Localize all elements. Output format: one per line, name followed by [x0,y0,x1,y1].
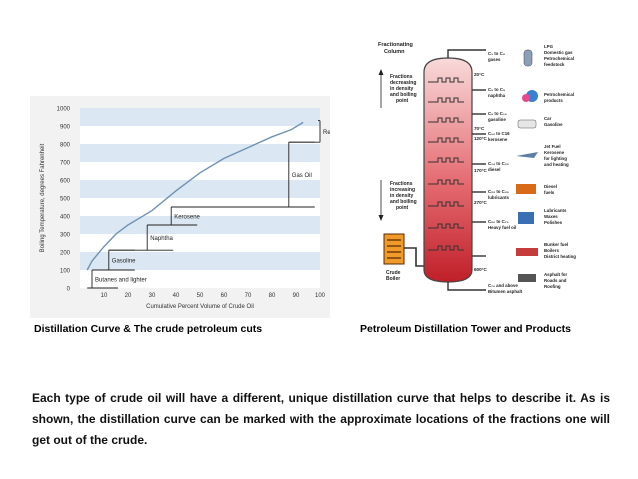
product-7: Bunker fuel Boilers District heating [544,242,576,259]
x-tick-label: 80 [269,293,276,299]
chart-band [80,126,320,144]
product-images [516,49,538,282]
tower-title: Fractionating Column [378,42,414,55]
lubricants-image [518,212,534,224]
x-tick-label: 70 [245,293,252,299]
y-tick-label: 200 [60,251,71,257]
y-tick-label: 0 [67,287,71,293]
diesel-truck-image [516,184,536,194]
x-tick-label: 40 [173,293,180,299]
y-tick-label: 500 [60,197,71,203]
tower-trays [428,77,464,251]
tower-title-line1: Fractionating [378,42,413,48]
body-paragraph: Each type of crude oil will have a diffe… [32,391,610,447]
distillation-curve-chart: 0 100 200 300 400 500 600 700 800 900 1000 10 20 30 40… [30,96,330,318]
distillation-curve-line [86,121,304,271]
y-tick-label: 600 [60,179,71,185]
ship-image [516,248,538,256]
boiler-pipe [404,247,424,267]
chart-band [80,162,320,180]
chart-band [80,234,320,252]
x-tick-label: 10 [101,293,108,299]
distillation-tower-figure: Fractionating Column Fractions decreasing… [368,38,606,316]
product-4: Jet Fuel Kerosene for lighting and heating [544,144,569,167]
y-tick-label: 1000 [57,107,71,113]
x-tick-label: 20 [125,293,132,299]
x-axis-label: Cumulative Percent Volume of Crude Oil [146,304,254,310]
y-tick-label: 900 [60,125,71,131]
cut-7: C₂₀ to C₇₀ Heavy fuel oil [488,219,516,230]
left-caption: Distillation Curve & The crude petroleum… [34,323,263,335]
temp-1: 20°C [474,72,485,77]
temp-3: 120°C [474,136,488,141]
y-tick-label: 800 [60,143,71,149]
x-tick-label: 60 [221,293,228,299]
x-tick-label: 90 [293,293,300,299]
fraction-label: Residuum [323,130,330,136]
fraction-label: Naphtha [150,236,173,242]
product-8: Asphalt for Roads and Roofing [544,272,567,289]
arrow-up-head [378,69,384,75]
y-tick-label: 300 [60,233,71,239]
product-5: Diesel fuels [544,184,557,195]
chart-band [80,180,320,198]
lpg-cylinder-image [523,49,533,67]
fraction-label: Kerosene [174,215,200,221]
fraction-label: Butanes and lighter [95,278,147,284]
product-2: Petrochemical products [544,92,574,103]
cut-4: C₁₀ to C16 kerosene [488,131,510,142]
boiler-label: Crude Boiler [386,270,401,282]
tower-body [423,57,473,283]
arrow-down-head [378,215,384,221]
x-tick-label: 50 [197,293,204,299]
cut-3: C₅ to C₁₀ gasoline [488,111,507,122]
temp-5: 270°C [474,200,488,205]
temp-6: 600°C [474,267,488,272]
product-6: Lubricants Waxes Polishes [544,208,567,225]
tower-svg: Fractionating Column Fractions decreasing… [378,42,576,294]
cut-1: C₁ to C₄ gases [488,51,505,62]
chart-svg: 0 100 200 300 400 500 600 700 800 900 1000 10 20 30 40… [40,107,330,311]
temp-4: 170°C [474,168,488,173]
cut-2: C₅ to C₉ naphtha [488,87,506,98]
outlet-pipes [447,49,486,291]
left-top-label: Fractions decreasing in density and boilin… [390,74,418,104]
asphalt-image [518,274,536,282]
chart-band [80,144,320,162]
x-tick-label: 30 [149,293,156,299]
cut-8: C₇₀ and above Bitumen asphalt [488,283,523,294]
y-axis-label: Boiling Temperature, degrees Fahrenheit [40,143,46,252]
cut-6: C₂₀ to C₅₀ lubricants [488,189,510,200]
left-bottom-label: Fractions increasing in density and boilin… [390,181,417,211]
car-image [517,119,537,129]
fraction-label: Gasoline [112,259,136,265]
chart-band [80,252,320,270]
chart-band [80,216,320,234]
boiler-coil [387,239,401,259]
cut-5: C₁₄ to C₂₀ diesel [488,161,509,172]
chart-band [80,270,320,288]
chart-band [80,108,320,126]
boiler [383,233,405,265]
product-3: Car Gasoline [544,116,563,127]
product-1: LPG Domestic gas Petrochemical feedstock [544,44,574,67]
y-tick-label: 700 [60,161,71,167]
y-tick-label: 400 [60,215,71,221]
x-tick-label: 100 [315,293,326,299]
tower-title-line2: Column [384,49,405,55]
jet-image [516,152,538,158]
y-tick-label: 100 [60,269,71,275]
fraction-label: Gas Oil [292,173,312,179]
temp-2: 70°C [474,126,485,131]
right-caption: Petroleum Distillation Tower and Product… [360,323,571,335]
